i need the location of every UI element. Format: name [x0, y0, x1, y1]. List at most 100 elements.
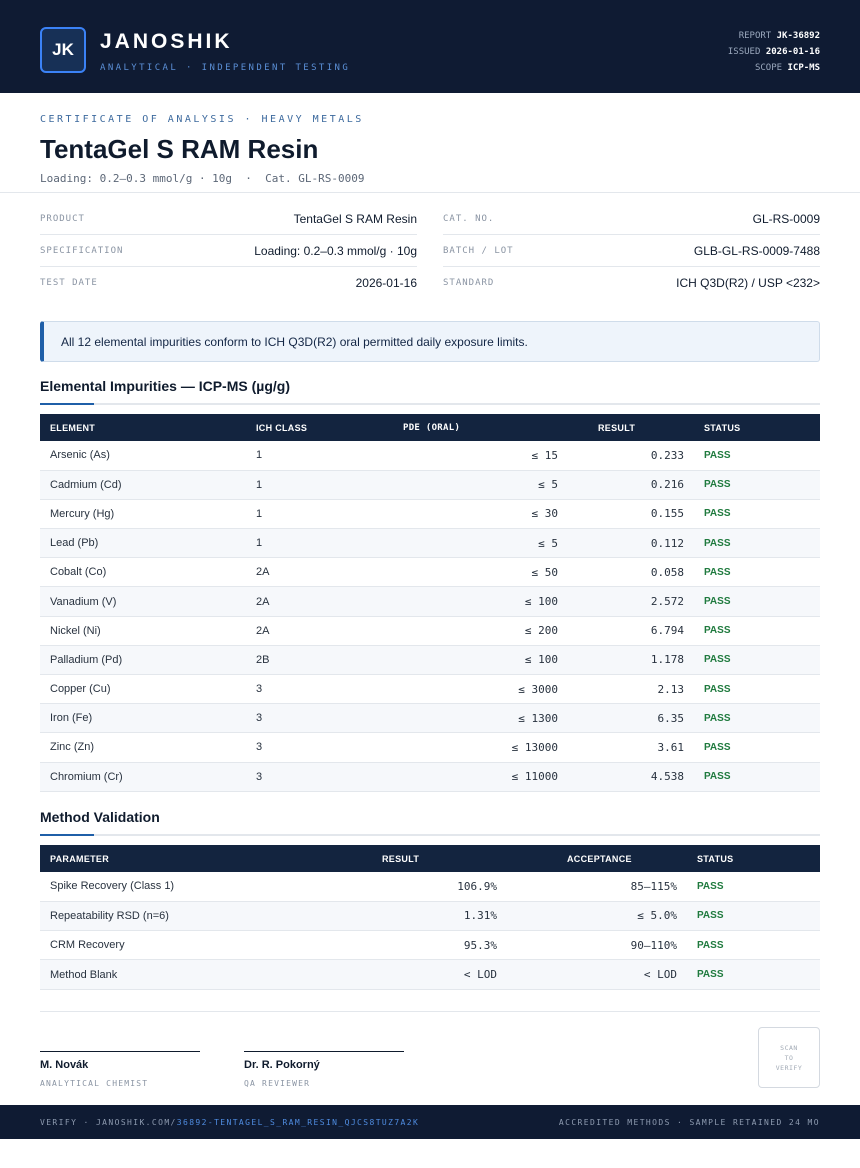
info-row-specification: SPECIFICATION Loading: 0.2–0.3 mmol/g · …	[40, 235, 417, 267]
info-label: BATCH / LOT	[443, 245, 514, 256]
pde-cell: ≤ 50	[346, 557, 568, 588]
document-overline: CERTIFICATE OF ANALYSIS · HEAVY METALS	[40, 114, 364, 125]
table-row: Lead (Pb) 1 ≤ 5 0.112 PASS	[40, 528, 820, 559]
pde-cell: ≤ 13000	[346, 732, 568, 763]
table-row: Mercury (Hg) 1 ≤ 30 0.155 PASS	[40, 499, 820, 530]
info-grid-left: PRODUCT TentaGel S RAM Resin SPECIFICATI…	[40, 203, 417, 299]
table-row: Chromium (Cr) 3 ≤ 11000 4.538 PASS	[40, 762, 820, 792]
column-header: STATUS	[704, 422, 741, 433]
element-cell: Nickel (Ni)	[40, 616, 246, 646]
issued-line: ISSUED 2026-01-16	[728, 44, 820, 60]
signatory-name: M. Novák	[40, 1059, 89, 1071]
table-row: Cobalt (Co) 2A ≤ 50 0.058 PASS	[40, 557, 820, 588]
report-footer: VERIFY · JANOSHIK.COM/36892-TENTAGEL_S_R…	[0, 1105, 860, 1139]
qr-text: SCAN TO VERIFY	[776, 1043, 802, 1073]
status-badge: PASS	[694, 557, 820, 588]
pde-cell: ≤ 5	[346, 470, 568, 500]
ich-class-cell: 1	[246, 528, 346, 559]
validation-table: PARAMETER RESULT ACCEPTANCE STATUS Spike…	[40, 845, 820, 990]
signature-block: M. Novák ANALYTICAL CHEMIST	[40, 1051, 200, 1088]
divider	[40, 1011, 820, 1012]
ich-class-cell: 1	[246, 441, 346, 471]
verify-link[interactable]: 36892-TENTAGEL_S_RAM_RESIN_QJCS8TUZ7A2K	[176, 1118, 420, 1127]
table-row: Iron (Fe) 3 ≤ 1300 6.35 PASS	[40, 703, 820, 734]
scope-label: SCOPE	[754, 63, 783, 73]
ich-class-cell: 2A	[246, 557, 346, 588]
info-row-product: PRODUCT TentaGel S RAM Resin	[40, 203, 417, 235]
status-badge: PASS	[694, 616, 820, 646]
status-badge: PASS	[694, 499, 820, 530]
pde-cell: ≤ 5	[346, 528, 568, 559]
qr-line: SCAN	[780, 1043, 798, 1052]
status-badge: PASS	[687, 872, 820, 902]
result-cell: 2.572	[568, 586, 694, 617]
qr-line: VERIFY	[775, 1063, 803, 1072]
element-cell: Palladium (Pd)	[40, 645, 246, 676]
element-cell: Chromium (Cr)	[40, 762, 246, 792]
ich-class-cell: 3	[246, 674, 346, 705]
status-badge: PASS	[694, 528, 820, 559]
section-accent	[40, 403, 94, 405]
column-header: ACCEPTANCE	[567, 853, 632, 864]
info-value: ICH Q3D(R2) / USP <232>	[676, 276, 820, 290]
signatory-role: QA REVIEWER	[244, 1079, 311, 1088]
result-cell: 0.216	[568, 470, 694, 500]
page-subtitle: Loading: 0.2–0.3 mmol/g · 10g · Cat. GL-…	[40, 172, 365, 185]
column-header: PDE (ORAL)	[403, 422, 461, 433]
table-row: Copper (Cu) 3 ≤ 3000 2.13 PASS	[40, 674, 820, 705]
page-title: TentaGel S RAM Resin	[40, 134, 319, 164]
element-cell: Mercury (Hg)	[40, 499, 246, 530]
result-cell: 6.35	[568, 703, 694, 734]
status-badge: PASS	[694, 470, 820, 500]
verify-line: VERIFY · JANOSHIK.COM/36892-TENTAGEL_S_R…	[40, 1118, 419, 1127]
result-cell: 0.112	[568, 528, 694, 559]
info-grid-right: CAT. NO. GL-RS-0009 BATCH / LOT GLB-GL-R…	[443, 203, 820, 299]
verify-qr-placeholder[interactable]: SCAN TO VERIFY	[758, 1027, 820, 1088]
status-badge: PASS	[687, 930, 820, 961]
issued-date: 2026-01-16	[765, 47, 820, 57]
result-cell: 3.61	[568, 732, 694, 763]
ich-class-cell: 2A	[246, 586, 346, 617]
info-label: SPECIFICATION	[40, 245, 124, 256]
acceptance-cell: < LOD	[507, 959, 687, 990]
result-cell: 1.178	[568, 645, 694, 676]
signatory-name: Dr. R. Pokorný	[244, 1059, 320, 1071]
status-badge: PASS	[694, 441, 820, 471]
parameter-cell: CRM Recovery	[40, 930, 340, 961]
parameter-cell: Repeatability RSD (n=6)	[40, 901, 340, 932]
pde-cell: ≤ 3000	[346, 674, 568, 705]
info-row-cat-no: CAT. NO. GL-RS-0009	[443, 203, 820, 235]
element-cell: Iron (Fe)	[40, 703, 246, 734]
status-badge: PASS	[687, 959, 820, 990]
ich-class-cell: 1	[246, 470, 346, 500]
status-badge: PASS	[694, 703, 820, 734]
result-cell: 0.155	[568, 499, 694, 530]
column-header: RESULT	[382, 853, 420, 864]
info-label: TEST DATE	[40, 278, 98, 288]
brand-name: JANOSHIK	[100, 30, 233, 53]
acceptance-cell: 90–110%	[507, 930, 687, 961]
table-row: Arsenic (As) 1 ≤ 15 0.233 PASS	[40, 441, 820, 471]
status-badge: PASS	[687, 901, 820, 932]
issued-label: ISSUED	[727, 47, 761, 57]
impurities-table-body: Arsenic (As) 1 ≤ 15 0.233 PASS Cadmium (Cd) 1 ≤…	[40, 441, 820, 792]
column-header: RESULT	[598, 422, 636, 433]
table-row: Repeatability RSD (n=6) 1.31% ≤ 5.0% PASS	[40, 901, 820, 932]
element-cell: Cadmium (Cd)	[40, 470, 246, 500]
impurities-table: ELEMENT ICH CLASS PDE (ORAL) RESULT STAT…	[40, 414, 820, 792]
info-value: 2026-01-16	[355, 276, 417, 290]
parameter-cell: Method Blank	[40, 959, 340, 990]
report-id: JK-36892	[776, 31, 820, 41]
column-header: ELEMENT	[50, 422, 96, 433]
pde-cell: ≤ 30	[346, 499, 568, 530]
table-row: CRM Recovery 95.3% 90–110% PASS	[40, 930, 820, 961]
table-row: Zinc (Zn) 3 ≤ 13000 3.61 PASS	[40, 732, 820, 763]
result-cell: 106.9%	[340, 872, 507, 902]
ich-class-cell: 3	[246, 732, 346, 763]
info-row-standard: STANDARD ICH Q3D(R2) / USP <232>	[443, 267, 820, 299]
report-id-line: REPORT JK-36892	[728, 28, 820, 44]
info-value: Loading: 0.2–0.3 mmol/g · 10g	[254, 243, 417, 258]
signature-block: Dr. R. Pokorný QA REVIEWER	[244, 1051, 404, 1088]
validation-section-title: Method Validation	[40, 809, 160, 825]
table-row: Spike Recovery (Class 1) 106.9% 85–115% PAS…	[40, 872, 820, 902]
